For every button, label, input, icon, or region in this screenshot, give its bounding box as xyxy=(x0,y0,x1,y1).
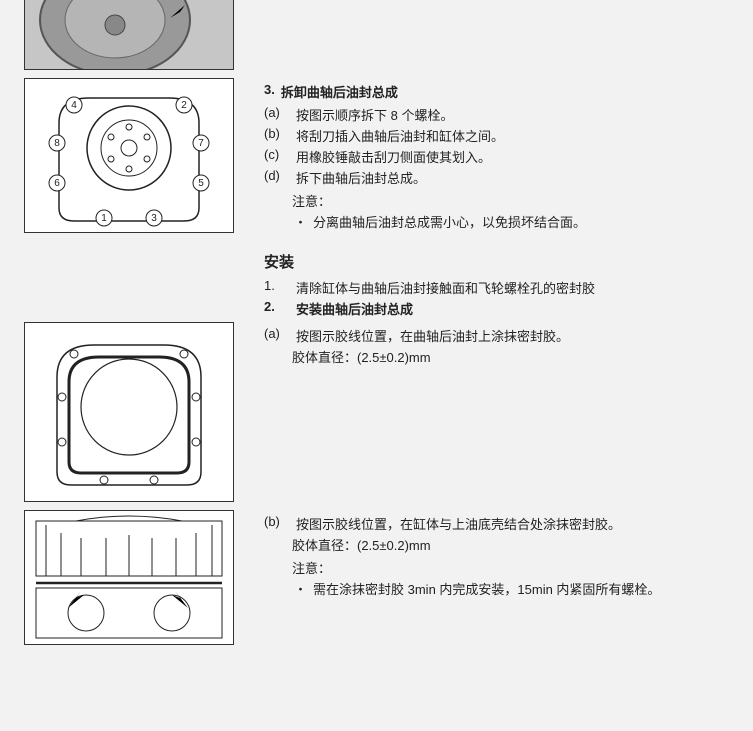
install-a-text: (a) 按图示胶线位置，在曲轴后油封上涂抹密封胶。 胶体直径：(2.5±0.2)m… xyxy=(264,322,729,366)
install-a-spec: 胶体直径：(2.5±0.2)mm xyxy=(292,347,729,366)
svg-text:8: 8 xyxy=(54,138,60,149)
step-3c-idx: (c) xyxy=(264,147,290,162)
spacer-top xyxy=(264,8,729,12)
install-step-b: (b) 按图示胶线位置，在缸体与上油底壳结合处涂抹密封胶。 xyxy=(264,514,729,533)
step-3d-text: 拆下曲轴后油封总成。 xyxy=(296,168,426,187)
step-3b-idx: (b) xyxy=(264,126,290,141)
install-title: 安装 xyxy=(264,251,729,272)
install-a-body: 按图示胶线位置，在曲轴后油封上涂抹密封胶。 xyxy=(296,326,569,345)
install-step-a: (a) 按图示胶线位置，在曲轴后油封上涂抹密封胶。 xyxy=(264,326,729,345)
install-1-text: 清除缸体与曲轴后油封接触面和飞轮螺栓孔的密封胶 xyxy=(296,278,595,297)
step-3b: (b) 将刮刀插入曲轴后油封和缸体之间。 xyxy=(264,126,729,145)
row-top-figure xyxy=(24,8,729,70)
step-3a-idx: (a) xyxy=(264,105,290,120)
bullet-dot-b: ・ xyxy=(294,579,307,598)
install-b-note: ・ 需在涂抹密封胶 3min 内完成安装，15min 内紧固所有螺栓。 xyxy=(294,579,729,598)
svg-text:4: 4 xyxy=(71,100,77,111)
install-b-spec: 胶体直径：(2.5±0.2)mm xyxy=(292,535,729,554)
step-3a-text: 按图示顺序拆下 8 个螺栓。 xyxy=(296,105,453,124)
install-2-text: 安装曲轴后油封总成 xyxy=(296,299,413,318)
figure-bolt-order: 4 2 8 7 6 5 1 3 xyxy=(24,78,234,233)
install-b-body: 按图示胶线位置，在缸体与上油底壳结合处涂抹密封胶。 xyxy=(296,514,621,533)
step-3d: (d) 拆下曲轴后油封总成。 xyxy=(264,168,729,187)
install-block: 安装 1. 清除缸体与曲轴后油封接触面和飞轮螺栓孔的密封胶 2. 安装曲轴后油封总成 xyxy=(264,251,729,318)
section-3-num: 3. xyxy=(264,82,275,101)
row-section-3: 4 2 8 7 6 5 1 3 3. 拆卸曲轴后油封总成 (a) 按图示顺序拆下 … xyxy=(24,78,729,233)
housing-photo-svg xyxy=(25,0,233,70)
bolt-order-svg: 4 2 8 7 6 5 1 3 xyxy=(29,83,229,228)
install-1-idx: 1. xyxy=(264,278,290,293)
bullet-dot: ・ xyxy=(294,212,307,231)
svg-text:2: 2 xyxy=(181,100,187,111)
section-3-note-label: 注意： xyxy=(292,191,729,210)
install-b-note-text: 需在涂抹密封胶 3min 内完成安装，15min 内紧固所有螺栓。 xyxy=(313,579,660,598)
install-b-idx: (b) xyxy=(264,514,290,529)
svg-text:1: 1 xyxy=(101,213,107,224)
step-3c-text: 用橡胶锤敲击刮刀侧面使其划入。 xyxy=(296,147,491,166)
install-step-2: 2. 安装曲轴后油封总成 xyxy=(264,299,729,318)
svg-text:7: 7 xyxy=(198,138,204,149)
step-3a: (a) 按图示顺序拆下 8 个螺栓。 xyxy=(264,105,729,124)
figure-sealant-outline xyxy=(24,322,234,502)
section-3-heading: 3. 拆卸曲轴后油封总成 xyxy=(264,82,729,101)
sealant-outline-svg xyxy=(29,327,229,497)
row-install-a: (a) 按图示胶线位置，在曲轴后油封上涂抹密封胶。 胶体直径：(2.5±0.2)m… xyxy=(24,322,729,502)
install-step-1: 1. 清除缸体与曲轴后油封接触面和飞轮螺栓孔的密封胶 xyxy=(264,278,729,297)
install-2-idx: 2. xyxy=(264,299,290,314)
section-3-text: 3. 拆卸曲轴后油封总成 (a) 按图示顺序拆下 8 个螺栓。 (b) 将刮刀插入曲… xyxy=(264,78,729,231)
install-b-note-label: 注意： xyxy=(292,558,729,577)
svg-text:5: 5 xyxy=(198,178,204,189)
section-3-title: 拆卸曲轴后油封总成 xyxy=(281,82,398,101)
figure-block-sealant xyxy=(24,510,234,645)
step-3c: (c) 用橡胶锤敲击刮刀侧面使其划入。 xyxy=(264,147,729,166)
block-sealant-svg xyxy=(26,513,232,643)
install-b-text: (b) 按图示胶线位置，在缸体与上油底壳结合处涂抹密封胶。 胶体直径：(2.5±0… xyxy=(264,510,729,598)
step-3b-text: 将刮刀插入曲轴后油封和缸体之间。 xyxy=(296,126,504,145)
svg-text:6: 6 xyxy=(54,178,60,189)
install-a-idx: (a) xyxy=(264,326,290,341)
section-3-note-text: 分离曲轴后油封总成需小心，以免损坏结合面。 xyxy=(313,212,586,231)
figure-housing-photo xyxy=(24,0,234,70)
svg-text:3: 3 xyxy=(151,213,157,224)
row-install-b: (b) 按图示胶线位置，在缸体与上油底壳结合处涂抹密封胶。 胶体直径：(2.5±0… xyxy=(24,510,729,645)
step-3d-idx: (d) xyxy=(264,168,290,183)
section-3-note: ・ 分离曲轴后油封总成需小心，以免损坏结合面。 xyxy=(294,212,729,231)
